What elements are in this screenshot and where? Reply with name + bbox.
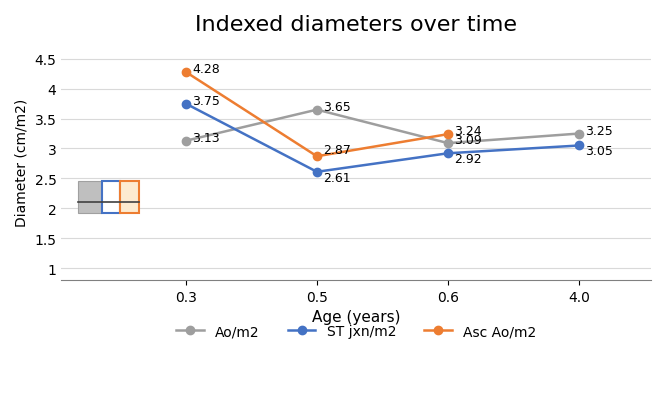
Bar xyxy=(121,182,139,213)
Text: 3.75: 3.75 xyxy=(192,94,220,107)
Text: 3.24: 3.24 xyxy=(454,125,482,138)
Text: 2.61: 2.61 xyxy=(324,171,351,184)
Bar xyxy=(102,182,121,213)
Legend: Ao/m2, ST jxn/m2, Asc Ao/m2: Ao/m2, ST jxn/m2, Asc Ao/m2 xyxy=(171,319,541,344)
Bar xyxy=(79,182,102,213)
Text: 3.13: 3.13 xyxy=(192,132,220,144)
Text: 4.28: 4.28 xyxy=(192,63,220,76)
Text: 2.92: 2.92 xyxy=(454,153,482,166)
Text: 3.25: 3.25 xyxy=(585,124,613,137)
Text: 2.87: 2.87 xyxy=(324,144,352,157)
Title: Indexed diameters over time: Indexed diameters over time xyxy=(195,15,517,35)
Y-axis label: Diameter (cm/m2): Diameter (cm/m2) xyxy=(15,99,29,227)
Text: 3.09: 3.09 xyxy=(454,134,482,147)
X-axis label: Age (years): Age (years) xyxy=(312,310,400,324)
Text: 3.05: 3.05 xyxy=(585,145,613,158)
Text: 3.65: 3.65 xyxy=(324,100,351,113)
